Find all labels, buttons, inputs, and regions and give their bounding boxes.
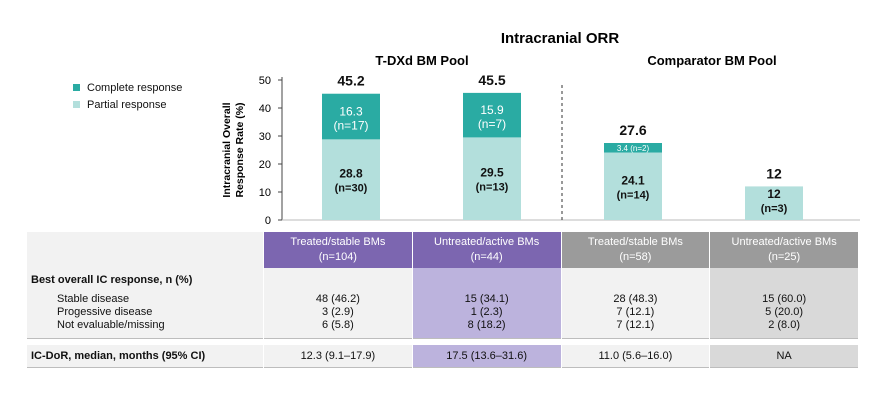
data-label-partial: 24.1 bbox=[621, 173, 645, 187]
table-cell: 28 (48.3) bbox=[561, 293, 710, 306]
table-cell: 2 (8.0) bbox=[710, 319, 858, 332]
header-blank-cell bbox=[27, 232, 263, 268]
header-comp-treated: Treated/stable BMs (n=58) bbox=[561, 232, 710, 268]
data-label-partial-n: (n=30) bbox=[335, 183, 368, 195]
table-cell: NA bbox=[710, 345, 858, 368]
data-label-complete: 15.9 bbox=[480, 103, 504, 117]
data-label-partial: 12 bbox=[767, 187, 781, 201]
y-tick-label: 0 bbox=[265, 215, 271, 227]
y-tick-label: 50 bbox=[259, 75, 271, 87]
results-table: Treated/stable BMs (n=104) Untreated/acti… bbox=[26, 232, 859, 368]
data-label-partial: 29.5 bbox=[480, 166, 504, 180]
data-label-partial: 28.8 bbox=[339, 167, 363, 181]
header-n: (n=44) bbox=[470, 251, 503, 263]
table-cell: 11.0 (5.6–16.0) bbox=[561, 345, 710, 368]
bar-partial-response bbox=[745, 186, 803, 220]
data-label-total: 12 bbox=[766, 165, 782, 181]
bar-chart: Intracranial ORR T-DXd BM Pool Comparator … bbox=[221, 30, 860, 227]
section-row: Best overall IC response, n (%) bbox=[27, 274, 858, 287]
table-row: Progessive disease 3 (2.9) 1 (2.3) 7 (12… bbox=[27, 306, 858, 319]
table-row: Not evaluable/missing 6 (5.8) 8 (18.2) 7… bbox=[27, 319, 858, 332]
bar-partial-response bbox=[463, 137, 521, 220]
section-label: Best overall IC response, n (%) bbox=[27, 274, 263, 287]
bar-partial-response bbox=[604, 152, 662, 220]
data-label-total: 45.2 bbox=[337, 73, 364, 89]
table-header-row: Treated/stable BMs (n=104) Untreated/acti… bbox=[27, 232, 858, 268]
table-cell: 8 (18.2) bbox=[412, 319, 561, 332]
dor-label: IC-DoR, median, months (95% CI) bbox=[27, 345, 263, 368]
data-label-complete: 3.4 (n=2) bbox=[617, 144, 650, 153]
y-tick-label: 30 bbox=[259, 131, 271, 143]
header-tdxd-untreated: Untreated/active BMs (n=44) bbox=[412, 232, 561, 268]
data-label-complete-n: (n=17) bbox=[333, 119, 368, 133]
data-label-partial-n: (n=13) bbox=[476, 182, 509, 194]
y-tick-label: 40 bbox=[259, 103, 271, 115]
dor-row: IC-DoR, median, months (95% CI) 12.3 (9.… bbox=[27, 345, 858, 368]
table-cell: 12.3 (9.1–17.9) bbox=[264, 345, 412, 368]
header-n: (n=25) bbox=[768, 251, 801, 263]
header-n: (n=58) bbox=[619, 251, 652, 263]
table-cell: 15 (34.1) bbox=[412, 293, 561, 306]
data-label-total: 27.6 bbox=[619, 122, 646, 138]
group-label: T-DXd BM Pool bbox=[375, 53, 468, 68]
y-axis-label: Intracranial OverallResponse Rate (%) bbox=[221, 102, 246, 197]
header-tdxd-treated: Treated/stable BMs (n=104) bbox=[264, 232, 412, 268]
y-tick-label: 20 bbox=[259, 159, 271, 171]
table-cell: 15 (60.0) bbox=[710, 293, 858, 306]
legend-item-complete: Complete response bbox=[73, 79, 182, 96]
row-label: Stable disease bbox=[27, 293, 263, 306]
table-cell: 7 (12.1) bbox=[561, 306, 710, 319]
data-label-complete-n: (n=7) bbox=[478, 117, 506, 131]
y-tick-label: 10 bbox=[259, 187, 271, 199]
legend-label-partial: Partial response bbox=[87, 98, 167, 111]
row-label: Progessive disease bbox=[27, 306, 263, 319]
table-row: Stable disease 48 (46.2) 15 (34.1) 28 (4… bbox=[27, 293, 858, 306]
header-comp-untreated: Untreated/active BMs (n=25) bbox=[710, 232, 858, 268]
table-cell: 48 (46.2) bbox=[264, 293, 412, 306]
header-n: (n=104) bbox=[318, 251, 357, 263]
data-label-total: 45.5 bbox=[478, 72, 505, 88]
bar-complete-response bbox=[604, 143, 662, 153]
header-title: Treated/stable BMs bbox=[290, 236, 386, 248]
data-label-complete: 16.3 bbox=[339, 105, 363, 119]
group-label: Comparator BM Pool bbox=[647, 53, 776, 68]
table-cell: 3 (2.9) bbox=[264, 306, 412, 319]
data-label-partial-n: (n=14) bbox=[617, 189, 650, 201]
row-label: Not evaluable/missing bbox=[27, 319, 263, 332]
table-cell: 17.5 (13.6–31.6) bbox=[412, 345, 561, 368]
table-cell: 7 (12.1) bbox=[561, 319, 710, 332]
table-cell: 5 (20.0) bbox=[710, 306, 858, 319]
data-label-partial-n: (n=3) bbox=[761, 203, 788, 215]
legend-item-partial: Partial response bbox=[73, 96, 182, 113]
legend-swatch-complete bbox=[73, 84, 80, 91]
chart-title: Intracranial ORR bbox=[501, 30, 620, 47]
bar-complete-response bbox=[463, 92, 521, 138]
header-title: Untreated/active BMs bbox=[731, 236, 837, 248]
bar-partial-response bbox=[322, 139, 380, 220]
header-title: Treated/stable BMs bbox=[587, 236, 683, 248]
legend: Complete response Partial response bbox=[73, 79, 182, 113]
header-title: Untreated/active BMs bbox=[434, 236, 540, 248]
table-cell: 1 (2.3) bbox=[412, 306, 561, 319]
table-cell: 6 (5.8) bbox=[264, 319, 412, 332]
legend-swatch-partial bbox=[73, 101, 80, 108]
bar-complete-response bbox=[322, 93, 380, 140]
legend-label-complete: Complete response bbox=[87, 81, 183, 94]
